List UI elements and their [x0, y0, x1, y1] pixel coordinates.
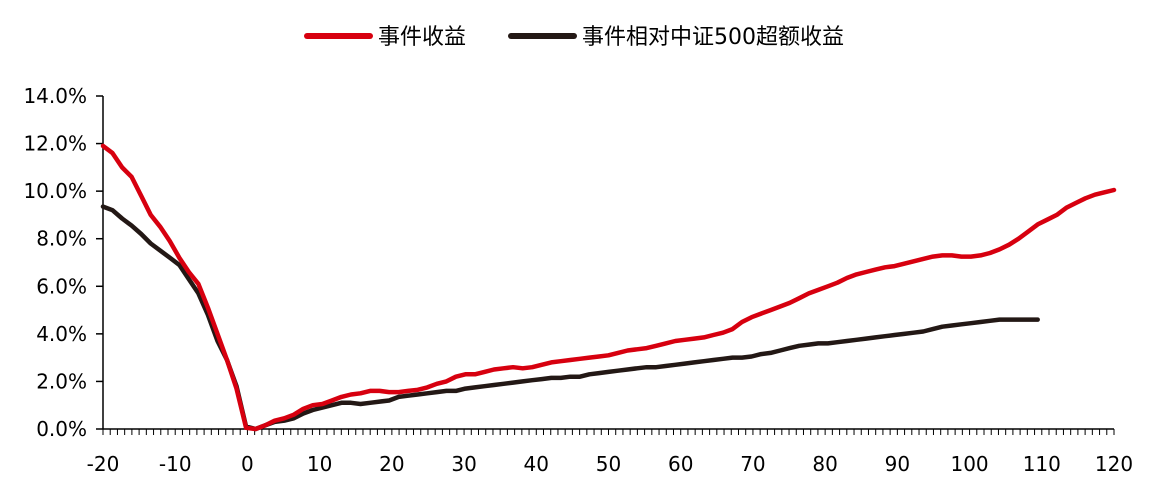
x-axis: -20 -10 0 10 20 30 40 50 60 70 80 90 100 110 120	[87, 428, 1133, 476]
y-tick-label: 10.0%	[23, 179, 87, 203]
x-tick-label: 50	[596, 452, 621, 476]
x-tick-label: 120	[1095, 452, 1133, 476]
x-tick-label: 80	[812, 452, 837, 476]
x-tick-label: 110	[1023, 452, 1061, 476]
legend-label: 事件收益	[378, 25, 466, 50]
x-tick-label: -20	[87, 452, 120, 476]
y-tick-label: 0.0%	[36, 417, 87, 441]
y-tick-label: 14.0%	[23, 84, 87, 108]
x-tick-label: -10	[159, 452, 192, 476]
y-tick-label: 6.0%	[36, 274, 87, 298]
x-tick-label: 0	[241, 452, 254, 476]
y-tick-label: 8.0%	[36, 227, 87, 251]
x-tick-label: 70	[740, 452, 765, 476]
legend-label: 事件相对中证500超额收益	[582, 25, 844, 50]
x-tick-label: 60	[668, 452, 693, 476]
y-tick-label: 2.0%	[36, 369, 87, 393]
y-tick-label: 12.0%	[23, 132, 87, 156]
series-layer	[100, 143, 1117, 432]
x-tick-label: 40	[524, 452, 549, 476]
legend: 事件收益 事件相对中证500超额收益	[304, 25, 844, 50]
x-tick-label: 100	[950, 452, 988, 476]
x-tick-label: 30	[451, 452, 476, 476]
series-line-1	[100, 204, 1040, 432]
series-line-0	[100, 143, 1117, 432]
y-tick-label: 4.0%	[36, 322, 87, 346]
x-tick-label: 90	[885, 452, 910, 476]
x-tick-label: 20	[379, 452, 404, 476]
x-tick-label: 10	[307, 452, 332, 476]
y-axis: 0.0% 2.0% 4.0% 6.0% 8.0% 10.0% 12.0% 14.0%	[23, 84, 104, 441]
